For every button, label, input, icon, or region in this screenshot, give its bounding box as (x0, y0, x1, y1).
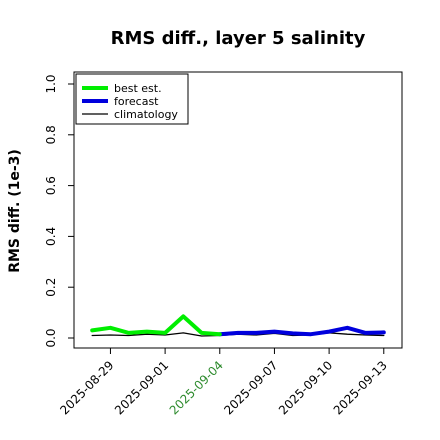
y-tick-label: 0.2 (44, 278, 58, 297)
legend-box (75, 73, 189, 125)
plot-frame (73, 71, 403, 349)
legend-entry: climatology (114, 108, 178, 121)
plot-area (90, 314, 386, 337)
chart-title: RMS diff., layer 5 salinity (111, 28, 366, 49)
y-tick-label: 0.6 (44, 176, 58, 195)
y-tick-label: 0.8 (44, 125, 58, 144)
x-tick-label: 2025-09-04 (167, 358, 226, 417)
series-line-best-est (90, 314, 222, 337)
x-tick-label: 2025-09-10 (276, 358, 335, 417)
legend-entry: forecast (114, 95, 159, 108)
y-tick-label: 0.4 (44, 227, 58, 246)
x-tick-label: 2025-09-07 (221, 358, 280, 417)
x-tick-label: 2025-09-13 (331, 358, 390, 417)
y-axis-label: RMS diff. (1e-3) (7, 149, 23, 273)
x-tick-label: 2025-08-29 (57, 358, 116, 417)
y-tick-label: 1.0 (44, 74, 58, 93)
x-tick-label: 2025-09-01 (112, 358, 171, 417)
legend-entry: best est. (114, 82, 162, 95)
y-tick-label: 0.0 (44, 328, 58, 347)
series-line-forecast (217, 325, 386, 337)
